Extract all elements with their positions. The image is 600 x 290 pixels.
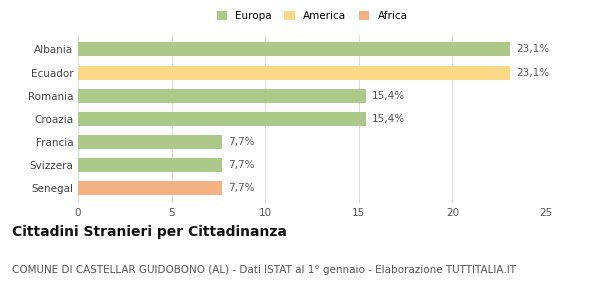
- Text: 7,7%: 7,7%: [228, 183, 254, 193]
- Bar: [78, 42, 511, 56]
- Text: COMUNE DI CASTELLAR GUIDOBONO (AL) - Dati ISTAT al 1° gennaio - Elaborazione TUT: COMUNE DI CASTELLAR GUIDOBONO (AL) - Dat…: [12, 264, 516, 275]
- Text: 7,7%: 7,7%: [228, 160, 254, 170]
- Text: Cittadini Stranieri per Cittadinanza: Cittadini Stranieri per Cittadinanza: [12, 225, 287, 239]
- Text: 15,4%: 15,4%: [372, 91, 405, 101]
- Bar: [78, 89, 366, 103]
- Bar: [78, 112, 366, 126]
- Legend: Europa, America, Africa: Europa, America, Africa: [214, 8, 410, 23]
- Bar: [78, 158, 222, 172]
- Text: 23,1%: 23,1%: [516, 68, 549, 77]
- Bar: [78, 135, 222, 149]
- Text: 7,7%: 7,7%: [228, 137, 254, 147]
- Bar: [78, 182, 222, 195]
- Text: 15,4%: 15,4%: [372, 114, 405, 124]
- Bar: [78, 66, 511, 79]
- Text: 23,1%: 23,1%: [516, 44, 549, 55]
